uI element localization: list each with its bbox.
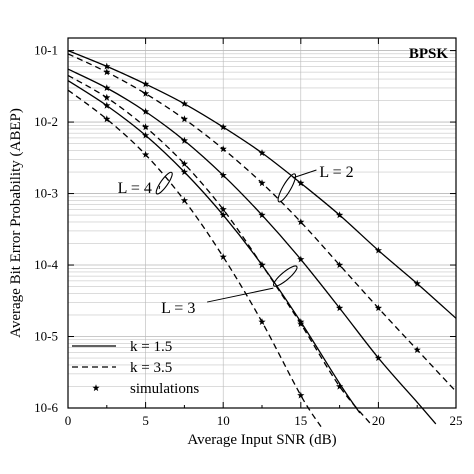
series-lines xyxy=(67,49,457,427)
simulation-point xyxy=(413,346,421,353)
simulation-point xyxy=(258,211,266,219)
simulation-point xyxy=(103,101,111,109)
y-tick-label: 10-5 xyxy=(34,329,58,344)
simulation-point xyxy=(142,80,150,88)
series-line-2 xyxy=(67,53,457,392)
ellipse-l3 xyxy=(272,265,298,287)
annotation-label: L = 3 xyxy=(161,300,195,317)
simulation-point xyxy=(142,131,150,139)
annotation-label: L = 2 xyxy=(319,164,353,181)
axis-ticks: 0 5 10 15 20 25 10-6 10-5 10-4 10-3 10-2 10-1 xyxy=(34,38,463,428)
simulation-point xyxy=(374,304,382,312)
legend-label: k = 1.5 xyxy=(130,339,172,355)
x-tick-label: 10 xyxy=(217,413,230,428)
simulation-point xyxy=(103,115,111,123)
simulation-point xyxy=(258,149,266,156)
simulation-point xyxy=(336,261,344,269)
x-tick-label: 5 xyxy=(142,413,149,428)
x-tick-label: 25 xyxy=(450,413,463,428)
ellipse-l4 xyxy=(155,171,173,195)
y-tick-label: 10-3 xyxy=(34,186,58,201)
x-tick-label: 15 xyxy=(294,413,307,428)
leader-l2 xyxy=(292,169,317,179)
simulation-point xyxy=(180,160,188,167)
simulation-markers xyxy=(103,62,421,399)
simulation-point xyxy=(103,68,111,76)
simulation-point xyxy=(258,318,266,325)
simulation-point xyxy=(258,179,266,187)
simulation-point xyxy=(219,123,227,131)
simulation-point xyxy=(103,62,111,70)
y-tick-label: 10-1 xyxy=(34,43,58,58)
x-tick-label: 0 xyxy=(65,413,72,428)
simulation-point xyxy=(219,205,227,213)
series-line-6 xyxy=(67,89,322,427)
simulation-point xyxy=(297,255,305,263)
leader-l3 xyxy=(207,287,274,303)
annotation-label: L = 4 xyxy=(118,180,152,197)
simulation-point xyxy=(413,279,421,287)
simulation-point xyxy=(103,84,111,91)
simulation-point xyxy=(142,123,150,131)
simulation-point xyxy=(103,93,111,101)
simulation-point xyxy=(219,253,227,260)
simulation-point xyxy=(336,304,344,312)
chart-title: BPSK xyxy=(409,46,449,62)
simulation-point xyxy=(297,320,305,327)
y-tick-label: 10-6 xyxy=(34,400,58,415)
simulation-point xyxy=(180,115,188,123)
y-axis-label: Average Bit Error Probability (ABEP) xyxy=(8,108,24,338)
simulation-point xyxy=(142,150,150,158)
simulation-point xyxy=(180,136,188,144)
curve-annotations: L = 2 L = 4 L = 3 xyxy=(118,164,354,317)
simulation-point xyxy=(297,179,305,187)
simulation-point xyxy=(219,211,227,219)
x-tick-label: 20 xyxy=(372,413,385,428)
legend-label: simulations xyxy=(130,381,199,397)
legend: k = 1.5 k = 3.5 simulations xyxy=(72,339,199,397)
grid xyxy=(68,38,456,408)
y-tick-label: 10-4 xyxy=(34,257,58,272)
y-tick-label: 10-2 xyxy=(34,114,58,129)
simulation-point xyxy=(180,100,188,107)
legend-label: k = 3.5 xyxy=(130,360,172,376)
simulation-point xyxy=(297,218,305,226)
simulation-point xyxy=(336,211,344,219)
simulation-point xyxy=(258,261,266,269)
simulation-point xyxy=(297,391,305,399)
simulation-point xyxy=(180,196,188,204)
simulation-point xyxy=(142,107,150,115)
simulation-point xyxy=(374,246,382,254)
simulation-point xyxy=(180,168,188,176)
simulation-point xyxy=(142,89,150,97)
simulation-point xyxy=(336,382,344,390)
legend-swatch-star xyxy=(92,384,100,392)
simulation-point xyxy=(219,145,227,153)
simulation-point xyxy=(374,354,382,362)
ellipse-l2 xyxy=(277,173,297,203)
simulation-point xyxy=(297,318,305,325)
x-axis-label: Average Input SNR (dB) xyxy=(187,432,336,448)
series-line-4 xyxy=(67,74,372,425)
series-line-5 xyxy=(67,80,361,414)
annotation-ellipses xyxy=(155,171,298,287)
simulation-point xyxy=(219,171,227,179)
